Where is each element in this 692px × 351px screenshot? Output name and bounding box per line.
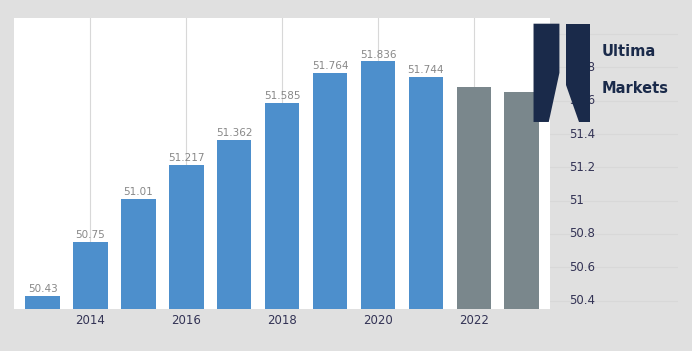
Bar xyxy=(121,199,156,351)
Text: 51.4: 51.4 xyxy=(570,127,596,141)
Bar xyxy=(26,296,60,351)
Text: 51.2: 51.2 xyxy=(570,161,596,174)
Text: 51.836: 51.836 xyxy=(360,49,397,60)
Polygon shape xyxy=(565,24,590,122)
Text: 52: 52 xyxy=(570,28,585,41)
Text: 51.6: 51.6 xyxy=(570,94,596,107)
Text: 51.764: 51.764 xyxy=(312,61,348,72)
Text: Ultima: Ultima xyxy=(602,45,656,59)
Bar xyxy=(73,242,108,351)
Text: 51.01: 51.01 xyxy=(124,187,153,197)
Text: 51.362: 51.362 xyxy=(216,128,253,138)
Text: 51.585: 51.585 xyxy=(264,91,300,101)
Text: 51.217: 51.217 xyxy=(168,153,205,163)
Text: 50.6: 50.6 xyxy=(570,261,596,274)
Bar xyxy=(457,87,491,351)
Bar xyxy=(313,73,347,351)
Text: Markets: Markets xyxy=(602,81,669,96)
Polygon shape xyxy=(534,24,559,122)
Bar xyxy=(361,61,395,351)
Text: 50.75: 50.75 xyxy=(75,230,105,240)
Text: 50.4: 50.4 xyxy=(570,294,596,307)
Bar xyxy=(217,140,251,351)
Bar xyxy=(504,92,539,351)
Text: 50.8: 50.8 xyxy=(570,227,595,240)
Text: 51.744: 51.744 xyxy=(408,65,444,75)
Text: 51.8: 51.8 xyxy=(570,61,596,74)
Text: 50.43: 50.43 xyxy=(28,284,57,293)
Bar xyxy=(408,77,443,351)
Text: 51: 51 xyxy=(570,194,585,207)
Bar xyxy=(169,165,203,351)
Bar xyxy=(265,103,300,351)
